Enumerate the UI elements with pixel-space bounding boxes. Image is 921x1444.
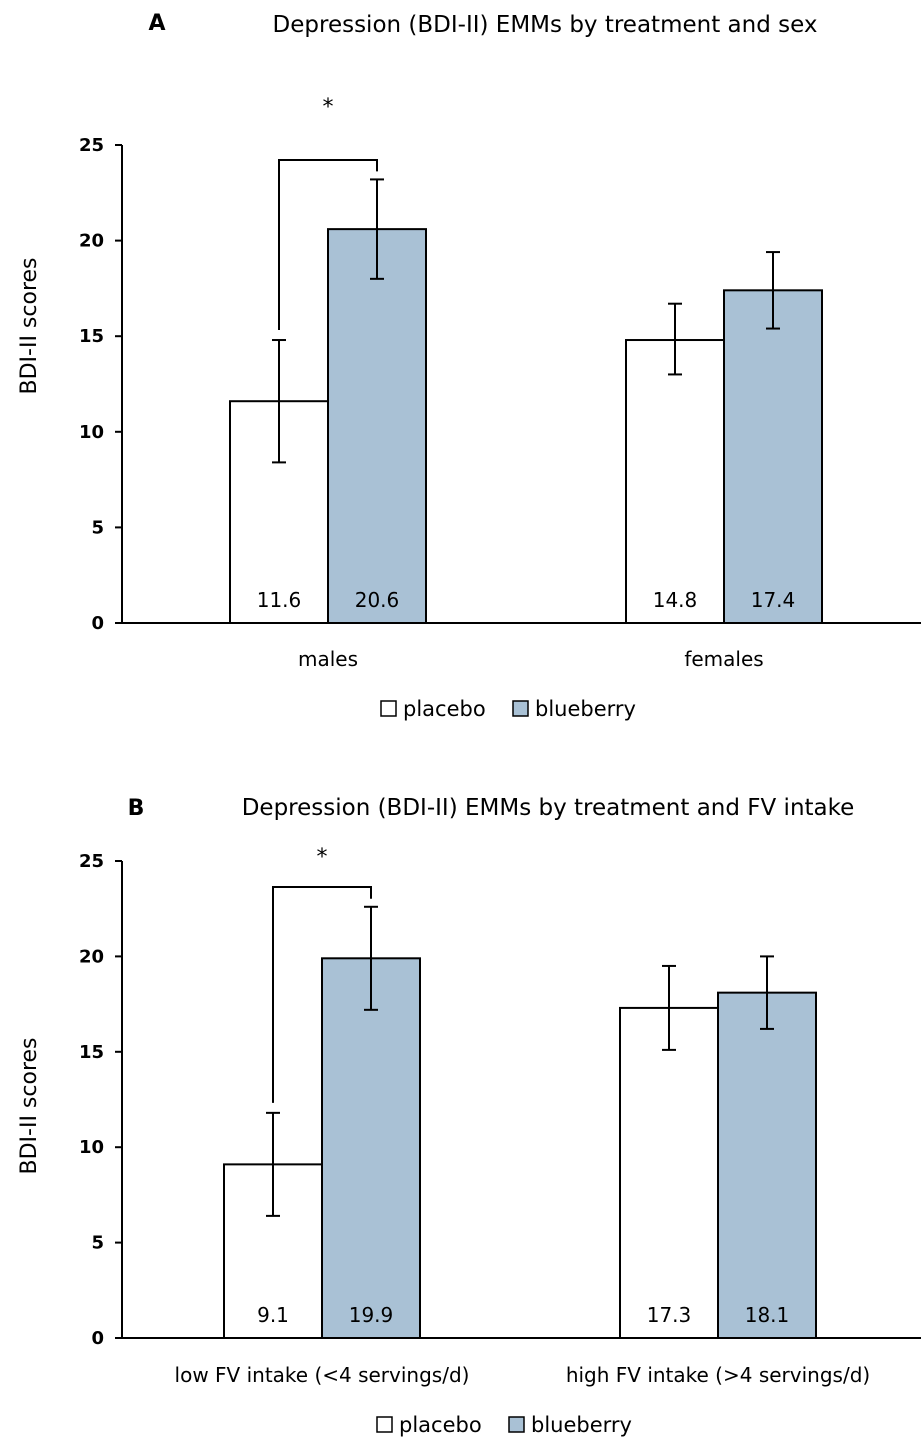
y-tick-label: 15 xyxy=(79,1042,104,1063)
significance-marker: * xyxy=(317,845,328,870)
category-label: males xyxy=(298,647,358,671)
bar-blueberry xyxy=(327,228,427,625)
y-tick-label: 5 xyxy=(91,1233,104,1254)
data-label: 11.6 xyxy=(257,588,302,612)
data-label: 20.6 xyxy=(355,588,400,612)
bar-blueberry xyxy=(717,991,817,1339)
y-tick-label: 0 xyxy=(91,1328,104,1349)
legend-label: blueberry xyxy=(531,1413,632,1437)
category-label: females xyxy=(684,647,763,671)
data-label: 19.9 xyxy=(349,1303,394,1327)
legend-label: placebo xyxy=(403,697,486,721)
significance-marker: * xyxy=(323,95,334,120)
legend-label: placebo xyxy=(399,1413,482,1437)
data-label: 17.4 xyxy=(751,588,796,612)
legend-swatch-placebo xyxy=(380,700,397,717)
y-tick-label: 10 xyxy=(79,1137,104,1158)
chart-title: Depression (BDI-II) EMMs by treatment an… xyxy=(242,795,855,821)
y-tick-label: 0 xyxy=(91,613,104,634)
category-label: high FV intake (>4 servings/d) xyxy=(566,1363,870,1387)
chart-panel-a: A Depression (BDI-II) EMMs by treatment a… xyxy=(17,11,921,721)
legend-swatch-blueberry xyxy=(508,1416,525,1433)
bar-blueberry xyxy=(723,289,823,624)
chart-title: Depression (BDI-II) EMMs by treatment an… xyxy=(273,12,818,38)
data-label: 9.1 xyxy=(257,1303,289,1327)
bar-placebo xyxy=(625,339,725,624)
significance-bracket xyxy=(272,886,372,1103)
bar-placebo xyxy=(619,1006,719,1340)
data-label: 14.8 xyxy=(653,588,698,612)
chart-panel-b: B Depression (BDI-II) EMMs by treatment a… xyxy=(17,795,921,1437)
y-tick-label: 5 xyxy=(91,517,104,538)
panel-letter: A xyxy=(148,11,165,36)
legend-swatch-placebo xyxy=(376,1416,393,1433)
significance-bracket xyxy=(278,159,378,331)
y-tick-label: 15 xyxy=(79,326,104,347)
legend-label: blueberry xyxy=(535,697,636,721)
y-tick-label: 25 xyxy=(79,135,104,156)
data-label: 18.1 xyxy=(745,1303,790,1327)
y-tick-label: 10 xyxy=(79,422,104,443)
legend-swatch-blueberry xyxy=(512,700,529,717)
y-tick-label: 20 xyxy=(79,231,104,252)
y-axis-label: BDI-II scores xyxy=(17,1037,42,1174)
y-tick-label: 25 xyxy=(79,851,104,872)
data-label: 17.3 xyxy=(647,1303,692,1327)
category-label: low FV intake (<4 servings/d) xyxy=(175,1363,470,1387)
bar-blueberry xyxy=(321,957,421,1339)
y-axis-label: BDI-II scores xyxy=(17,257,42,394)
panel-letter: B xyxy=(128,796,145,821)
y-tick-label: 20 xyxy=(79,946,104,967)
